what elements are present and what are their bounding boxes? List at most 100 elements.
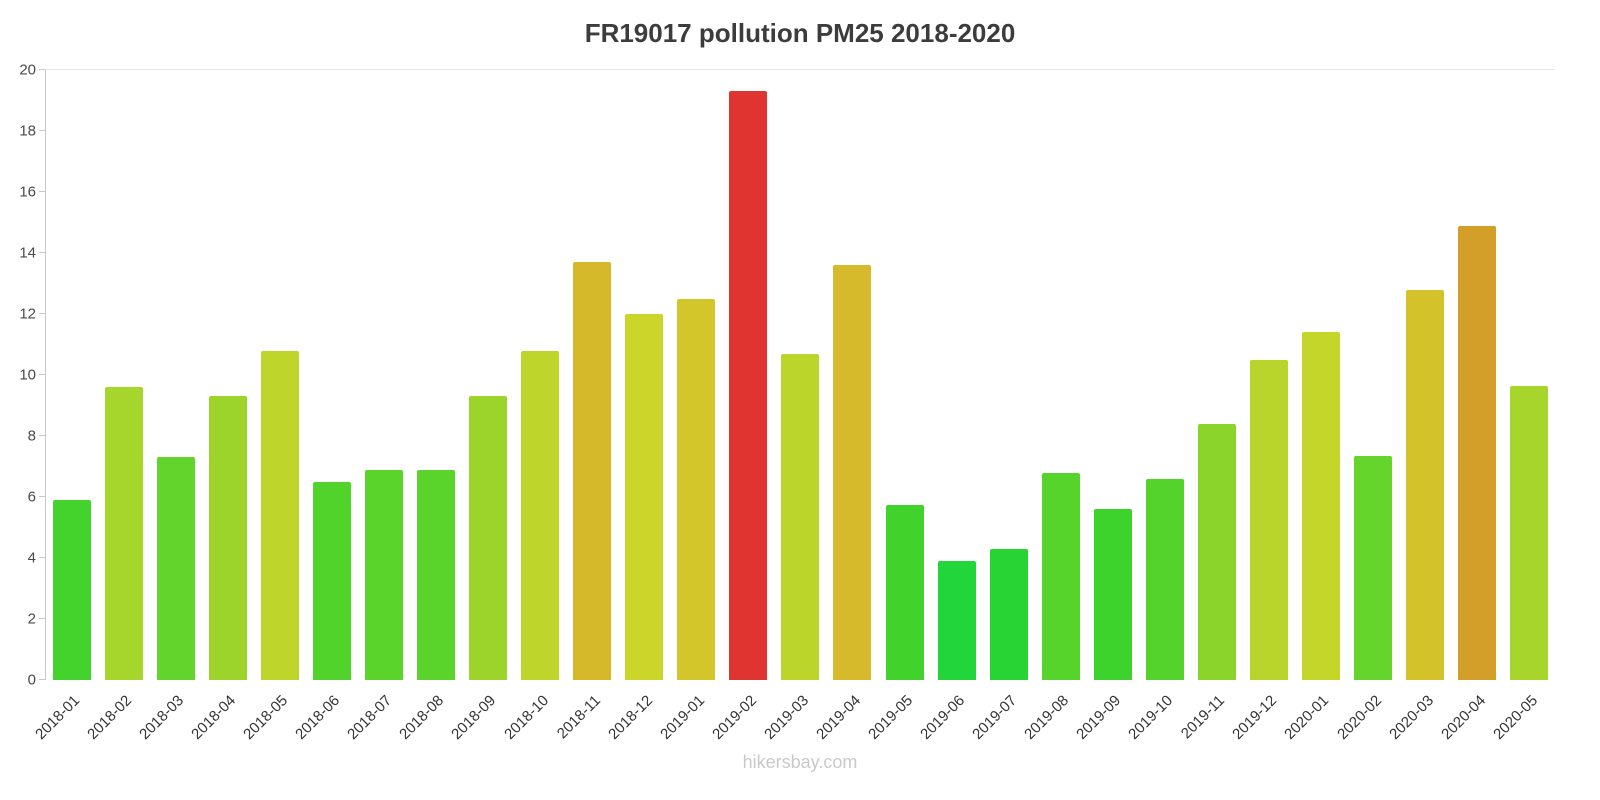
y-axis-tick-label: 8 (27, 427, 36, 445)
bar-slot (931, 70, 983, 680)
y-axis-tick-mark (39, 191, 45, 192)
y-axis-tick-mark (39, 69, 45, 70)
bar-2020-02[interactable] (1353, 455, 1392, 680)
bar-slot (410, 70, 462, 680)
bar-2018-08[interactable] (417, 469, 456, 680)
y-axis-tick-label: 14 (19, 244, 36, 262)
x-label-slot: 2020-05 (1490, 684, 1555, 756)
bar-2019-04[interactable] (833, 265, 872, 680)
x-label-slot: 2020-02 (1334, 684, 1399, 756)
bar-2018-07[interactable] (365, 469, 404, 680)
bar-2019-07[interactable] (989, 548, 1028, 680)
y-axis-tick-mark (39, 557, 45, 558)
bar-slot (98, 70, 150, 680)
plot-area: 0 2 4 6 8 10 12 14 16 18 20 (19, 63, 1555, 688)
y-axis-tick-label: 6 (27, 488, 36, 506)
bar-2019-06[interactable] (937, 561, 976, 680)
x-label-slot: 2018-01 (32, 684, 97, 756)
bar-slot (306, 70, 358, 680)
bar-2020-04[interactable] (1457, 225, 1496, 680)
x-label-slot: 2018-06 (292, 684, 357, 756)
x-label-slot: 2019-01 (657, 684, 722, 756)
bar-2018-06[interactable] (313, 481, 352, 680)
bar-slot (150, 70, 202, 680)
bar-2018-10[interactable] (521, 350, 560, 680)
bar-2019-05[interactable] (885, 504, 924, 680)
bar-slot (670, 70, 722, 680)
x-label-slot: 2018-12 (605, 684, 670, 756)
bar-slot (1243, 70, 1295, 680)
bar-slot (1399, 70, 1451, 680)
bar-2019-08[interactable] (1041, 472, 1080, 680)
bar-slot (879, 70, 931, 680)
y-axis-tick-mark (39, 679, 45, 680)
x-label-slot: 2019-11 (1178, 684, 1242, 756)
x-label-slot: 2018-03 (136, 684, 201, 756)
x-label-slot: 2018-10 (501, 684, 566, 756)
y-axis-tick-label: 10 (19, 366, 36, 384)
bar-2018-04[interactable] (209, 396, 248, 680)
bar-2018-03[interactable] (157, 457, 196, 680)
bar-2018-01[interactable] (53, 500, 92, 680)
bar-slot (566, 70, 618, 680)
bar-2018-05[interactable] (261, 350, 300, 680)
bar-2018-11[interactable] (573, 262, 612, 680)
bar-slot (514, 70, 566, 680)
x-label-slot: 2020-01 (1282, 684, 1347, 756)
y-axis-tick-label: 2 (27, 610, 36, 628)
x-label-slot: 2020-04 (1438, 684, 1503, 756)
x-label-slot: 2019-07 (969, 684, 1034, 756)
x-label-slot: 2018-02 (84, 684, 149, 756)
bar-slot (1347, 70, 1399, 680)
bar-slot (618, 70, 670, 680)
x-label-slot: 2019-02 (709, 684, 774, 756)
x-label-slot: 2018-08 (397, 684, 461, 756)
bar-2018-09[interactable] (469, 396, 508, 680)
bar-slot (774, 70, 826, 680)
bar-2020-05[interactable] (1509, 385, 1548, 680)
y-axis-tick-label: 16 (19, 183, 36, 201)
bar-slot (46, 70, 98, 680)
bar-slot (1451, 70, 1503, 680)
y-axis-tick-label: 20 (19, 61, 36, 79)
bar-slot (1191, 70, 1243, 680)
bar-slot (1035, 70, 1087, 680)
bar-slot (722, 70, 774, 680)
x-label-slot: 2018-05 (240, 684, 305, 756)
bar-2019-03[interactable] (781, 353, 820, 680)
x-axis-labels: 2018-01 2018-02 2018-03 2018-04 2018-05 2018-… (32, 684, 1555, 756)
bar-2019-12[interactable] (1249, 359, 1288, 680)
bar-slot (358, 70, 410, 680)
bar-2019-01[interactable] (677, 298, 716, 680)
x-label-slot: 2019-08 (1021, 684, 1086, 756)
x-label-slot: 2019-03 (761, 684, 826, 756)
bar-2020-01[interactable] (1301, 332, 1340, 680)
bar-2018-02[interactable] (105, 387, 144, 680)
x-label-slot: 2018-11 (554, 684, 618, 756)
bar-2019-02[interactable] (729, 91, 768, 680)
y-axis-tick-label: 12 (19, 305, 36, 323)
x-label-slot: 2020-03 (1386, 684, 1451, 756)
bars-container (46, 70, 1555, 680)
bar-slot (1139, 70, 1191, 680)
x-label-slot: 2019-12 (1230, 684, 1294, 756)
bar-2019-09[interactable] (1093, 509, 1132, 680)
bar-2019-10[interactable] (1145, 478, 1184, 680)
y-axis-tick-mark (39, 252, 45, 253)
y-axis-tick-mark (39, 313, 45, 314)
y-axis-tick-mark (39, 435, 45, 436)
bar-slot (202, 70, 254, 680)
x-label-slot: 2018-04 (188, 684, 253, 756)
x-label-slot: 2019-09 (1073, 684, 1138, 756)
y-axis-tick-mark (39, 496, 45, 497)
bar-2019-11[interactable] (1197, 423, 1236, 680)
y-axis-tick-label: 18 (19, 122, 36, 140)
bar-2020-03[interactable] (1405, 289, 1444, 680)
x-label-slot: 2019-06 (917, 684, 982, 756)
bar-2018-12[interactable] (625, 314, 664, 680)
y-axis-tick-mark (39, 618, 45, 619)
y-axis-tick-mark (39, 130, 45, 131)
y-axis-tick-mark (39, 374, 45, 375)
x-label-slot: 2019-04 (813, 684, 878, 756)
